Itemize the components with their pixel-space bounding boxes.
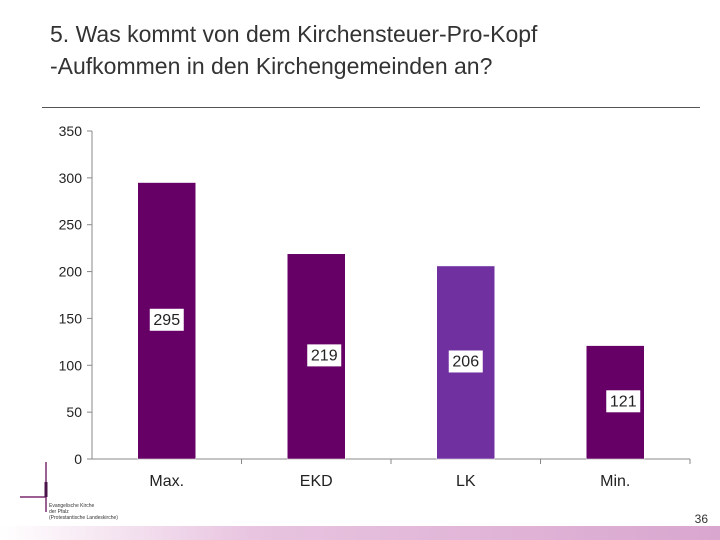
y-tick-label: 250 [59, 217, 83, 233]
church-logo: Evangelische Kirche der Pfalz (Protestan… [49, 503, 129, 521]
logo-text-line-3: (Protestantische Landeskirche) [49, 515, 118, 521]
data-label-box [448, 350, 483, 373]
data-label-box [307, 344, 342, 367]
title-line-1: 5. Was kommt von dem Kirchensteuer-Pro-K… [50, 21, 538, 47]
footer-band [0, 526, 720, 540]
title-divider [42, 107, 700, 108]
y-tick-label: 50 [66, 404, 82, 420]
data-label: 219 [311, 347, 338, 364]
x-tick-label: Max. [149, 473, 184, 490]
logo-text-line-1: Evangelische Kirche [49, 503, 95, 509]
y-tick-label: 150 [59, 310, 83, 326]
y-tick-label: 200 [59, 264, 83, 280]
y-tick-label: 100 [59, 357, 83, 373]
logo-text-line-2: der Pfalz [49, 509, 69, 515]
y-tick-label: 300 [59, 170, 83, 186]
x-tick-label: Min. [600, 473, 630, 490]
title-line-2: -Aufkommen in den Kirchengemeinden an? [50, 53, 493, 79]
x-tick-label: EKD [300, 473, 333, 490]
data-label: 121 [610, 393, 637, 410]
y-tick-label: 0 [74, 451, 82, 467]
slide-title: 5. Was kommt von dem Kirchensteuer-Pro-K… [50, 18, 700, 82]
x-tick-label: LK [456, 473, 476, 490]
data-label: 295 [153, 312, 180, 329]
page-number: 36 [694, 512, 708, 526]
data-label-box [149, 308, 184, 331]
data-label-box [606, 390, 641, 413]
data-label: 206 [452, 353, 479, 370]
y-tick-label: 350 [59, 123, 83, 139]
